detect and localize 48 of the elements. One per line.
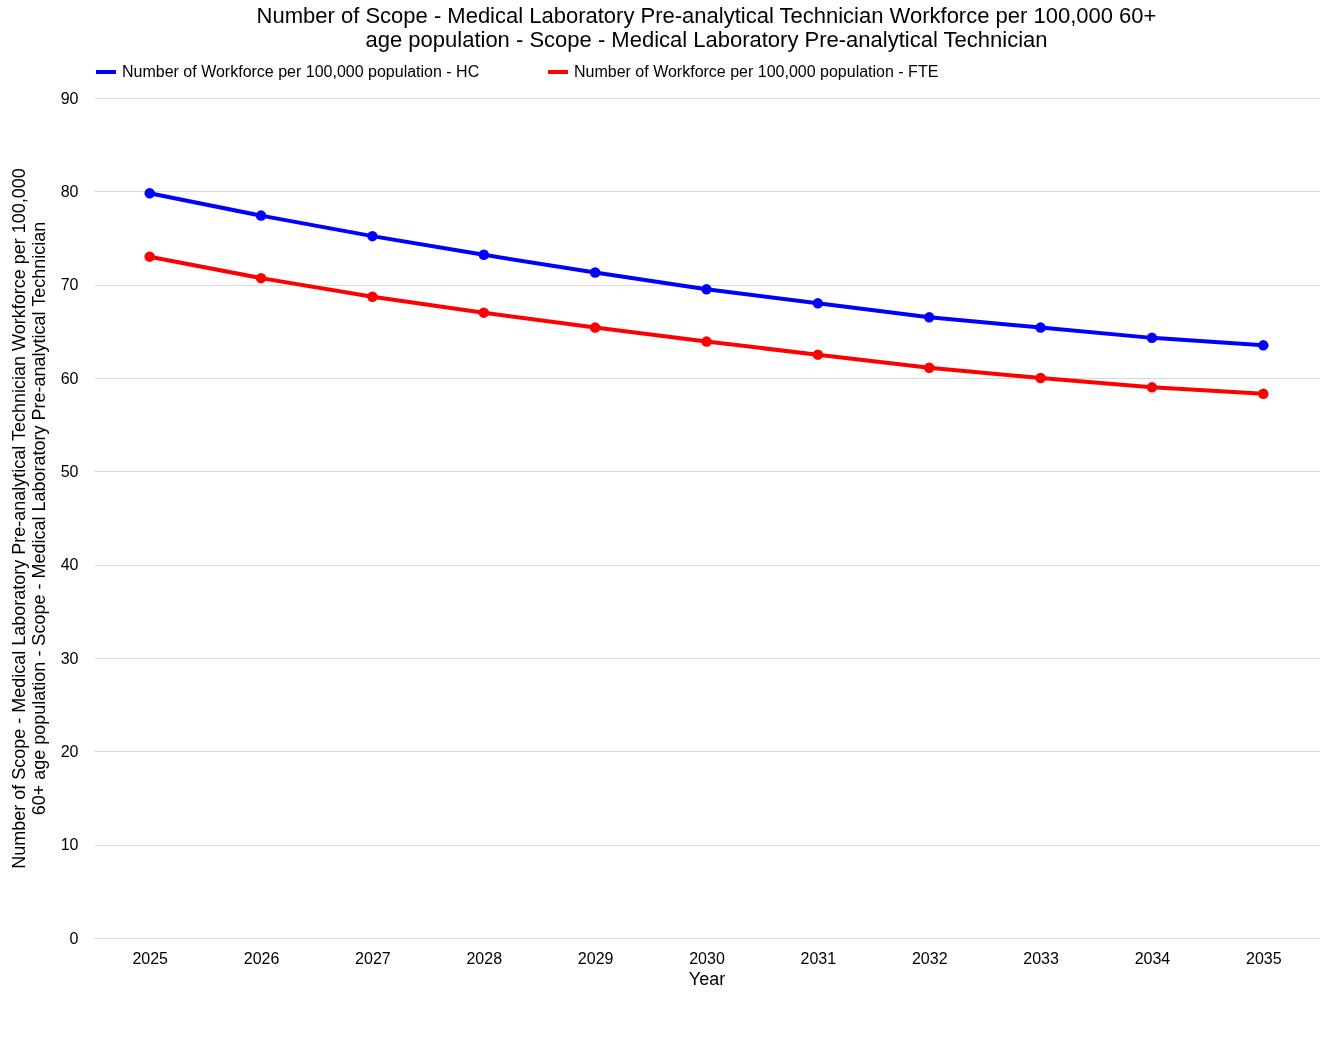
x-tick-label: 2032: [911, 949, 948, 967]
x-tick-label: 2031: [800, 949, 837, 967]
x-tick-label: 2028: [466, 949, 503, 967]
point: [1035, 372, 1046, 384]
legend-label: Number of Workforce per 100,000 population - FTE: [574, 63, 939, 80]
y-tick-label: 80: [60, 182, 79, 200]
point: [255, 210, 267, 221]
point: [478, 249, 490, 261]
x-tick-label: 2026: [243, 949, 280, 967]
point: [589, 267, 601, 278]
point: [1258, 340, 1269, 351]
y-tick-label: 70: [60, 276, 79, 294]
y-tick-label: 30: [60, 649, 79, 667]
legend-label: Number of Workforce per 100,000 population - HC: [122, 63, 480, 80]
x-tick-label: 2027: [355, 949, 391, 967]
point: [367, 230, 378, 242]
y-tick-label: 0: [69, 929, 79, 947]
point: [478, 307, 490, 318]
point: [589, 322, 601, 333]
point: [144, 251, 155, 262]
x-tick-label: 2029: [577, 949, 614, 967]
point: [812, 349, 824, 360]
point: [701, 284, 712, 295]
chart-title: Number of Scope - Medical Laboratory Pre-analytical Technician Workforce per 100,000 60+ age population - Scope - Medical Laboratory Pre-analytical Technician: [256, 3, 1157, 52]
x-tick-label: 2035: [1246, 949, 1282, 967]
x-tick-label: 2034: [1134, 949, 1171, 967]
y-tick-label: 40: [60, 556, 79, 574]
y-tick-label: 20: [60, 742, 79, 760]
y-tick-label: 90: [60, 89, 79, 107]
point: [367, 291, 378, 303]
y-tick-label: 60: [60, 369, 79, 387]
point: [923, 312, 935, 323]
point: [255, 272, 267, 284]
point: [1258, 388, 1269, 400]
point: [1146, 332, 1158, 344]
y-tick-label: 10: [60, 836, 79, 854]
y-tick-label: 50: [60, 462, 79, 480]
x-tick-label: 2033: [1023, 949, 1059, 967]
point: [144, 187, 155, 199]
point: [701, 336, 712, 347]
x-axis-title: Year: [688, 968, 726, 989]
y-axis-title: Number of Scope - Medical Laboratory Pre-analytical Technician Workforce per 100,000 60+ age population - Scope - Medical Laboratory Pre-analytical Technician: [8, 168, 49, 869]
point: [923, 362, 935, 373]
point: [1146, 382, 1158, 393]
point: [1035, 322, 1046, 333]
x-tick-label: 2030: [689, 949, 725, 967]
point: [812, 298, 824, 309]
x-tick-label: 2025: [132, 949, 169, 967]
